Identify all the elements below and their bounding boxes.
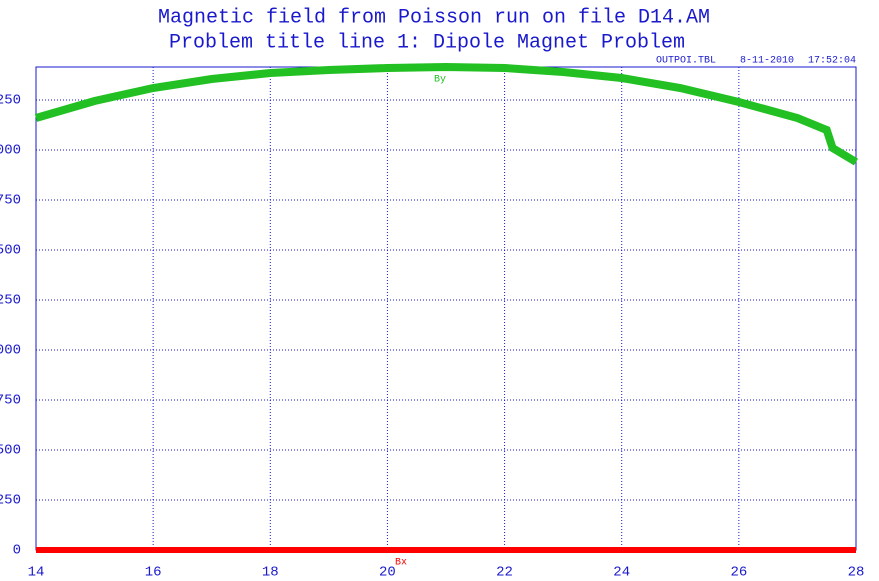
y-tick-label: 500 bbox=[0, 443, 21, 459]
y-tick-label: 750 bbox=[0, 393, 21, 409]
y-tick-label: 2000 bbox=[0, 143, 21, 159]
chart-subtitle: Problem title line 1: Dipole Magnet Prob… bbox=[169, 31, 685, 54]
x-tick-label: 28 bbox=[848, 565, 865, 581]
chart-title: Magnetic field from Poisson run on file … bbox=[158, 6, 710, 29]
y-tick-label: 250 bbox=[0, 493, 21, 509]
x-tick-label: 16 bbox=[145, 565, 162, 581]
file-label: OUTPOI.TBL bbox=[656, 56, 716, 67]
y-tick-label: 2250 bbox=[0, 93, 21, 109]
x-tick-label: 20 bbox=[379, 565, 396, 581]
y-tick-label: 1250 bbox=[0, 293, 21, 309]
time-label: 17:52:04 bbox=[808, 56, 856, 67]
x-tick-label: 14 bbox=[28, 565, 45, 581]
legend-label: By bbox=[434, 75, 446, 86]
legend-label: Bx bbox=[395, 558, 407, 569]
x-tick-label: 26 bbox=[730, 565, 747, 581]
x-tick-label: 18 bbox=[262, 565, 279, 581]
y-tick-label: 1750 bbox=[0, 193, 21, 209]
y-tick-label: 1500 bbox=[0, 243, 21, 259]
date-label: 8-11-2010 bbox=[740, 56, 794, 67]
plot-frame bbox=[35, 66, 857, 551]
x-tick-label: 24 bbox=[613, 565, 630, 581]
x-tick-label: 22 bbox=[496, 565, 513, 581]
y-tick-label: 1000 bbox=[0, 343, 21, 359]
y-tick-label: 0 bbox=[13, 543, 21, 559]
series-line bbox=[34, 62, 859, 166]
